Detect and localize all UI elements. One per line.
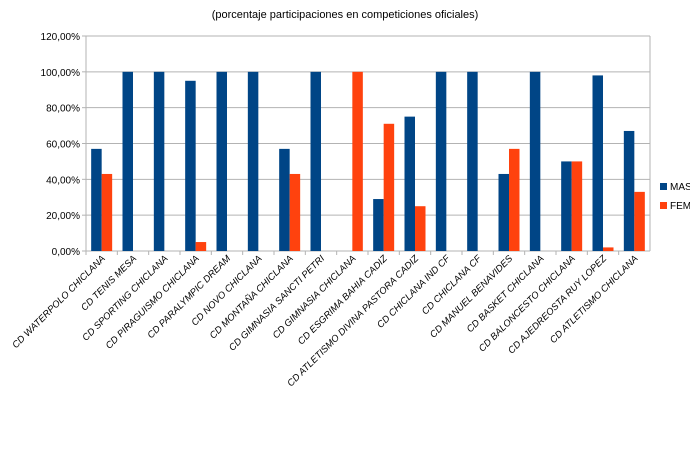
bar-mas	[122, 71, 133, 251]
chart-title: (porcentaje participaciones en competici…	[212, 9, 479, 21]
legend: MAS FEM	[660, 182, 690, 212]
bar-fem	[195, 242, 207, 251]
bar-fem	[352, 71, 363, 251]
y-tick-label: 0,00%	[52, 247, 80, 258]
bar-mas	[216, 71, 227, 251]
bar-fem	[603, 247, 614, 251]
bar-mas	[529, 71, 541, 251]
bar-fem	[415, 206, 426, 251]
legend-swatch-mas	[660, 183, 667, 190]
bar-fem	[289, 173, 301, 251]
y-tick-label: 20,00%	[46, 211, 80, 222]
bar-mas	[153, 71, 165, 251]
bar-mas	[435, 71, 447, 251]
bar-fem	[101, 173, 113, 251]
bar-fem	[383, 123, 395, 251]
bar-mas	[592, 75, 603, 252]
bar-mas	[279, 148, 290, 251]
bar-mas	[247, 71, 259, 251]
bar-mas	[467, 71, 478, 251]
legend-label-fem: FEM	[670, 201, 690, 212]
bar-mas	[498, 173, 509, 251]
bar-fem	[634, 191, 645, 251]
bar-mas	[310, 71, 321, 251]
y-tick-label: 60,00%	[46, 140, 80, 151]
bar-mas	[561, 161, 572, 251]
bar-mas	[404, 116, 415, 251]
y-tick-label: 120,00%	[41, 32, 81, 43]
bar-fem	[509, 148, 520, 251]
legend-swatch-fem	[660, 202, 667, 209]
bar-mas	[91, 148, 102, 251]
bar-mas	[185, 80, 196, 252]
bar-fem	[571, 161, 583, 251]
x-tick-label: CD TENIS MESA	[79, 253, 139, 313]
gridlines	[82, 35, 651, 255]
y-tick-label: 100,00%	[41, 68, 81, 79]
legend-label-mas: MAS	[670, 182, 690, 193]
bars	[91, 71, 645, 252]
y-tick-label: 40,00%	[46, 175, 80, 186]
y-axis-tick-labels: 0,00% 20,00% 40,00% 60,00% 80,00% 100,00% 120,…	[41, 32, 81, 258]
bar-mas	[623, 130, 635, 251]
bar-mas	[373, 199, 384, 251]
y-tick-label: 80,00%	[46, 104, 80, 115]
